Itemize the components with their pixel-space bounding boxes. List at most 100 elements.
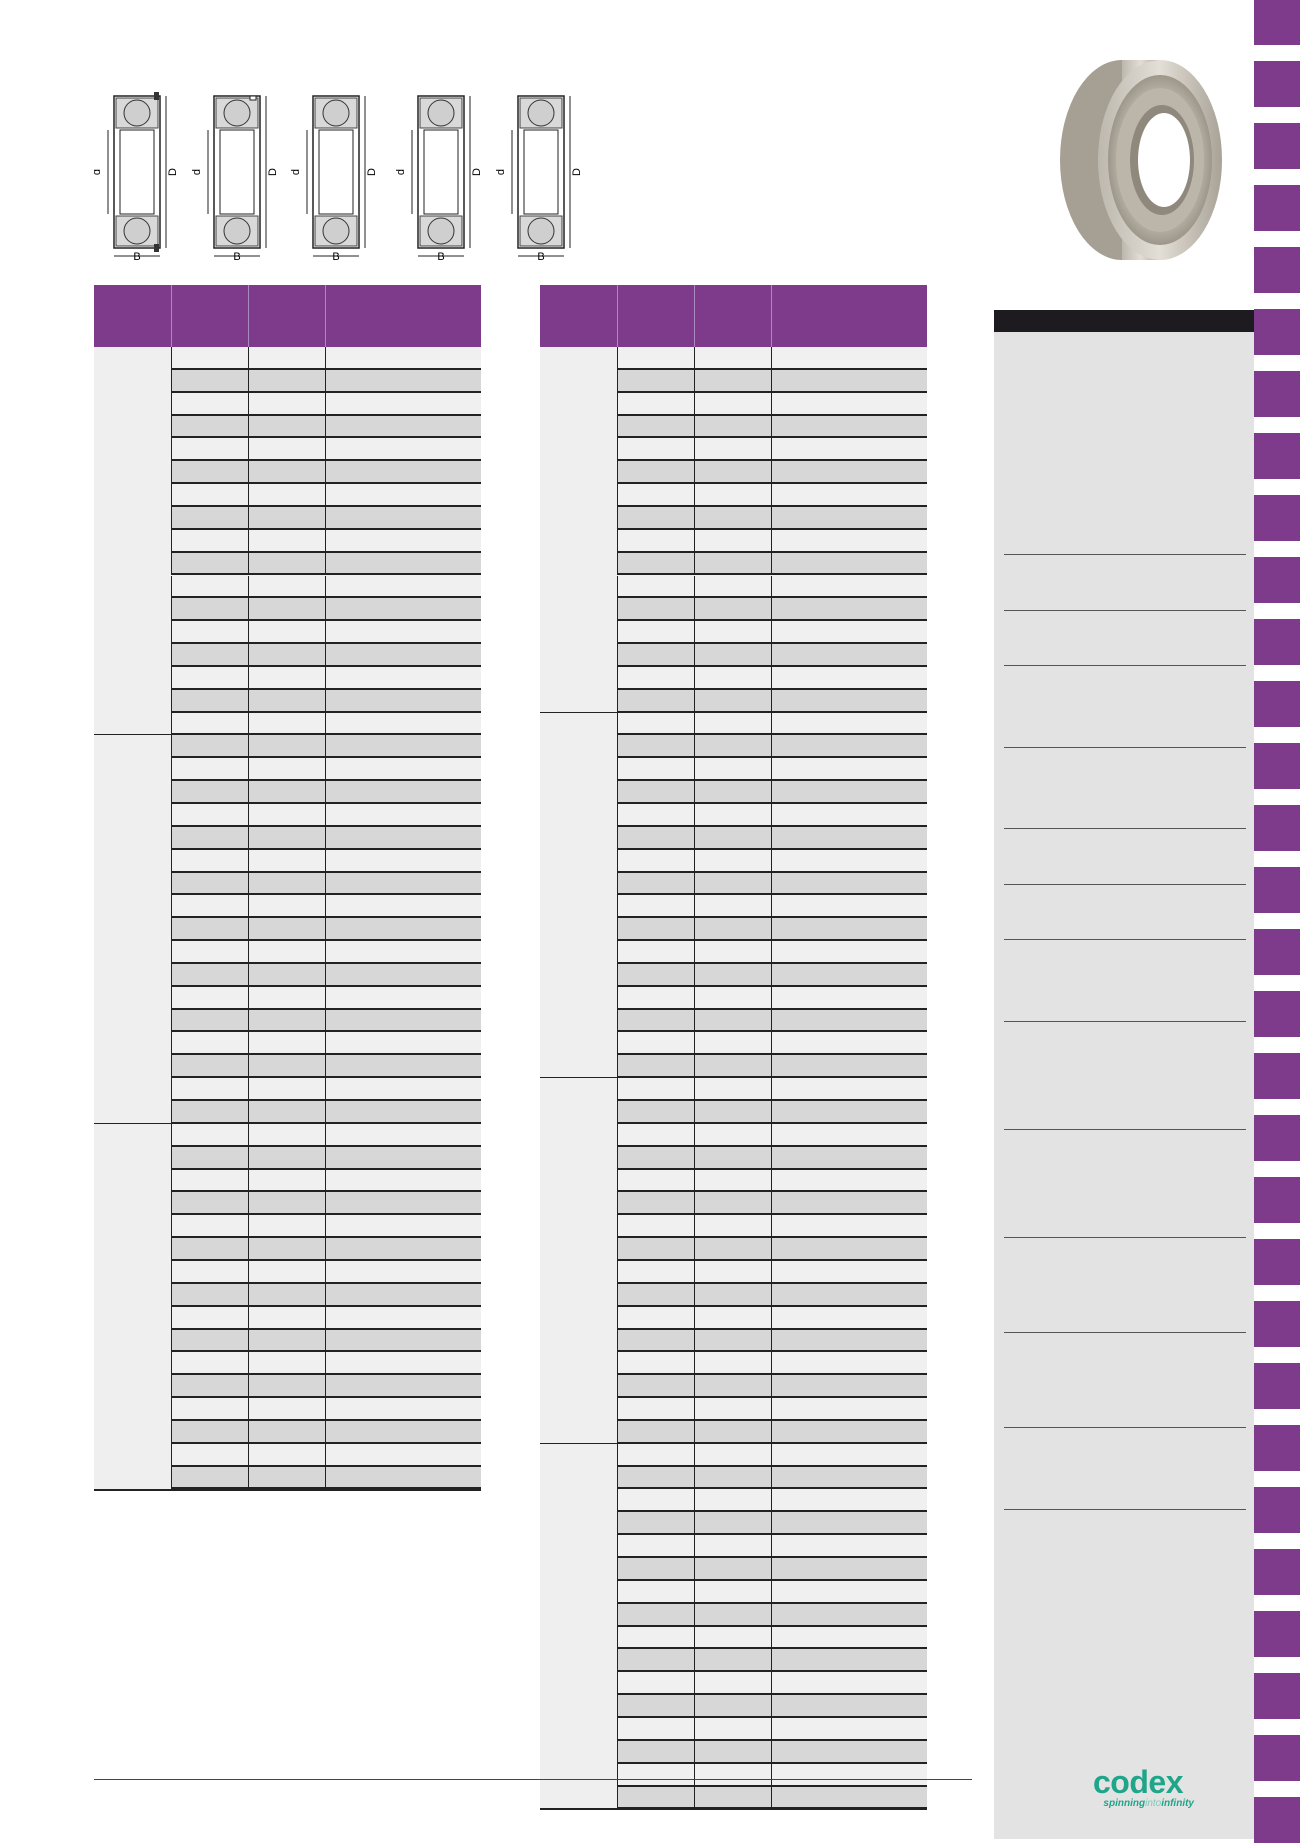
footer-rule [94, 1779, 972, 1780]
ball [427, 217, 455, 245]
table-cell [248, 758, 325, 780]
section-tab[interactable] [1254, 1115, 1300, 1161]
table-row [617, 1283, 927, 1307]
table-cell [325, 941, 404, 962]
group-divider [540, 1808, 927, 1811]
table-row [617, 963, 927, 987]
section-tab[interactable] [1254, 867, 1300, 913]
section-tab[interactable] [1254, 1053, 1300, 1099]
table-cell [617, 1238, 694, 1259]
table-cell [694, 666, 771, 688]
table-cell [325, 369, 404, 391]
table-cell [248, 1055, 325, 1077]
table-cell [325, 415, 404, 437]
section-tab[interactable] [1254, 495, 1300, 541]
table-cell [694, 1786, 771, 1808]
section-tab[interactable] [1254, 1239, 1300, 1285]
section-tab[interactable] [1254, 433, 1300, 479]
section-tab[interactable] [1254, 1673, 1300, 1719]
section-tab[interactable] [1254, 61, 1300, 107]
table-cell [694, 1078, 771, 1100]
table-cell [617, 872, 694, 894]
table-cell [771, 1192, 850, 1214]
table-row [617, 598, 927, 622]
section-tab[interactable] [1254, 1487, 1300, 1533]
table-cell [771, 758, 850, 780]
table-cell [325, 918, 404, 940]
table-cell [694, 1101, 771, 1122]
section-tab[interactable] [1254, 1177, 1300, 1223]
section-tab[interactable] [1254, 1301, 1300, 1347]
dim-label-d: d [395, 169, 407, 175]
table-cell [617, 1443, 694, 1465]
table-cell [771, 644, 850, 665]
table-cell [617, 415, 694, 437]
table-row [617, 644, 927, 667]
table-cell [171, 347, 248, 368]
table-cell [325, 1352, 404, 1374]
table-cell [694, 1420, 771, 1442]
table-row [171, 872, 481, 896]
section-tab[interactable] [1254, 929, 1300, 975]
section-tab[interactable] [1254, 1797, 1300, 1843]
section-tab[interactable] [1254, 1549, 1300, 1595]
section-tab[interactable] [1254, 0, 1300, 45]
table-cell [617, 598, 694, 620]
section-tab[interactable] [1254, 123, 1300, 169]
table-cell [325, 666, 404, 688]
table-row [171, 941, 481, 964]
table-cell [171, 781, 248, 802]
table-cell [325, 1398, 404, 1419]
table-cell [771, 1398, 850, 1419]
table-header [94, 285, 481, 347]
table-row [617, 552, 927, 576]
table-row [617, 461, 927, 485]
table-cell [325, 1078, 404, 1100]
section-tab[interactable] [1254, 619, 1300, 665]
table-cell [771, 1283, 850, 1305]
group-label-cell [540, 347, 617, 713]
table-cell [248, 484, 325, 505]
table-row [171, 1032, 481, 1056]
table-cell [325, 1169, 404, 1191]
table-row [617, 415, 927, 439]
table-cell [617, 895, 694, 917]
table-row [171, 1329, 481, 1353]
section-tab[interactable] [1254, 1363, 1300, 1409]
table-row [617, 1672, 927, 1696]
table-cell [171, 552, 248, 574]
section-tab[interactable] [1254, 247, 1300, 293]
table-cell [325, 1329, 404, 1351]
section-tab[interactable] [1254, 309, 1300, 355]
table-cell [325, 1466, 404, 1488]
table-row [171, 369, 481, 393]
section-tab[interactable] [1254, 743, 1300, 789]
section-tab[interactable] [1254, 991, 1300, 1037]
table-cell [325, 849, 404, 871]
table-row [617, 1169, 927, 1193]
table-row [171, 1466, 481, 1490]
section-tab[interactable] [1254, 1611, 1300, 1657]
table-cell [694, 1192, 771, 1214]
table-cell [617, 1558, 694, 1579]
section-tab[interactable] [1254, 1735, 1300, 1781]
section-tab[interactable] [1254, 557, 1300, 603]
table-cell [617, 1535, 694, 1557]
table-cell [325, 1009, 404, 1031]
section-tab[interactable] [1254, 805, 1300, 851]
table-cell [771, 1420, 850, 1442]
table-cell [694, 1603, 771, 1625]
table-cell [617, 941, 694, 962]
table-cell [171, 1283, 248, 1305]
table-row [617, 1717, 927, 1741]
table-row [617, 1123, 927, 1147]
ball [527, 99, 555, 127]
table-cell [171, 826, 248, 848]
table-cell [248, 1215, 325, 1237]
table-cell [617, 1740, 694, 1762]
section-tab[interactable] [1254, 681, 1300, 727]
section-tab[interactable] [1254, 185, 1300, 231]
section-tab[interactable] [1254, 1425, 1300, 1471]
table-cell [617, 803, 694, 825]
section-tab[interactable] [1254, 371, 1300, 417]
